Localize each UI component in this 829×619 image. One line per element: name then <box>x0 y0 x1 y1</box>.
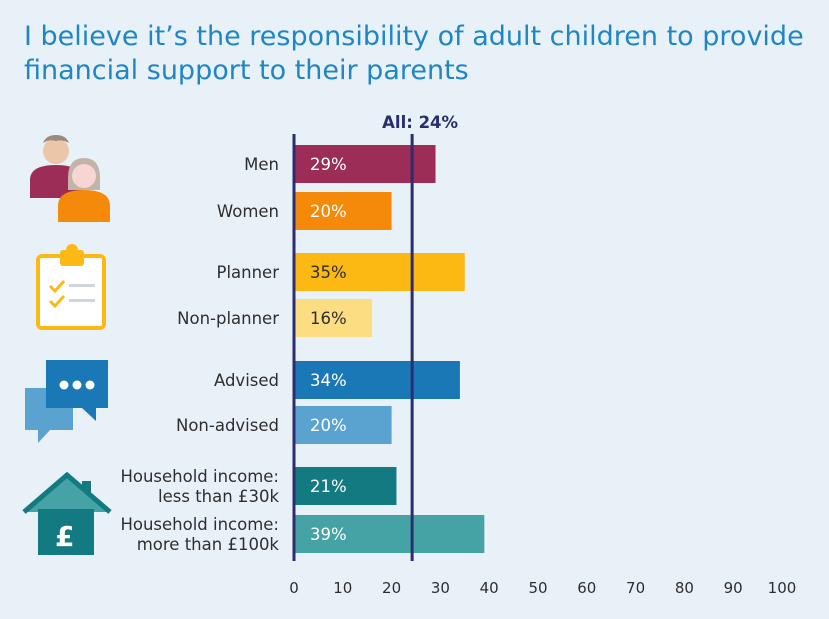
value-label-5: 20% <box>310 416 347 435</box>
value-labels: 29% 20% 35% 16% 34% 20% 21% 39% <box>310 155 347 544</box>
x-tick-labels: 0 10 20 30 40 50 60 70 80 90 100 <box>289 579 796 597</box>
bar-5 <box>294 406 392 444</box>
clipboard-checklist-icon <box>36 244 106 330</box>
x-tick-label-9: 90 <box>724 579 743 597</box>
chart-title-line-2: financial support to their parents <box>24 55 469 86</box>
x-tick-label-8: 80 <box>675 579 694 597</box>
value-label-7: 39% <box>310 525 347 544</box>
value-label-0: 29% <box>310 155 347 174</box>
reference-line-label: All: 24% <box>382 113 458 132</box>
x-tick-label-2: 20 <box>382 579 401 597</box>
category-label-7-line-1: more than £100k <box>137 535 280 554</box>
category-label-1: Women <box>217 202 279 221</box>
category-label-6-line-0: Household income: <box>120 467 279 486</box>
x-tick-label-6: 60 <box>577 579 596 597</box>
category-label-7: Household income: more than £100k <box>120 515 279 554</box>
category-label-3: Non-planner <box>177 309 279 328</box>
value-label-1: 20% <box>310 202 347 221</box>
bar-4 <box>294 361 460 399</box>
x-tick-label-0: 0 <box>289 579 299 597</box>
chart-title: I believe it’s the responsibility of adu… <box>24 20 814 88</box>
svg-text:£: £ <box>55 520 74 553</box>
x-tick-label-3: 30 <box>431 579 450 597</box>
people-icon <box>30 135 110 222</box>
category-label-6-line-1: less than £30k <box>158 487 279 506</box>
category-label-3-line-0: Non-planner <box>177 309 279 328</box>
bar-3 <box>294 299 373 337</box>
category-label-1-line-0: Women <box>217 202 279 221</box>
category-label-5-line-0: Non-advised <box>176 416 279 435</box>
chart-title-line-1: I believe it’s the responsibility of adu… <box>24 21 804 52</box>
category-label-2: Planner <box>217 263 280 282</box>
category-label-5: Non-advised <box>176 416 279 435</box>
category-label-4-line-0: Advised <box>214 371 279 390</box>
value-label-2: 35% <box>310 263 347 282</box>
house-pound-icon: £ <box>22 471 112 555</box>
x-tick-label-1: 10 <box>333 579 352 597</box>
category-label-6: Household income: less than £30k <box>120 467 279 506</box>
category-label-2-line-0: Planner <box>217 263 280 282</box>
bar-2 <box>294 253 465 291</box>
value-label-3: 16% <box>310 309 347 328</box>
category-label-0-line-0: Men <box>244 155 279 174</box>
category-label-0: Men <box>244 155 279 174</box>
speech-bubbles-icon <box>25 360 108 443</box>
x-tick-label-4: 40 <box>480 579 499 597</box>
x-tick-label-5: 50 <box>528 579 547 597</box>
bar-6 <box>294 467 397 505</box>
value-label-4: 34% <box>310 371 347 390</box>
bar-1 <box>294 192 392 230</box>
category-label-7-line-0: Household income: <box>120 515 279 534</box>
category-label-4: Advised <box>214 371 279 390</box>
value-label-6: 21% <box>310 477 347 496</box>
x-tick-label-7: 70 <box>626 579 645 597</box>
category-labels: Men Women Planner Non-planner Advised Non-adv… <box>120 155 279 554</box>
bar-7 <box>294 515 485 553</box>
x-tick-label-10: 100 <box>768 579 797 597</box>
